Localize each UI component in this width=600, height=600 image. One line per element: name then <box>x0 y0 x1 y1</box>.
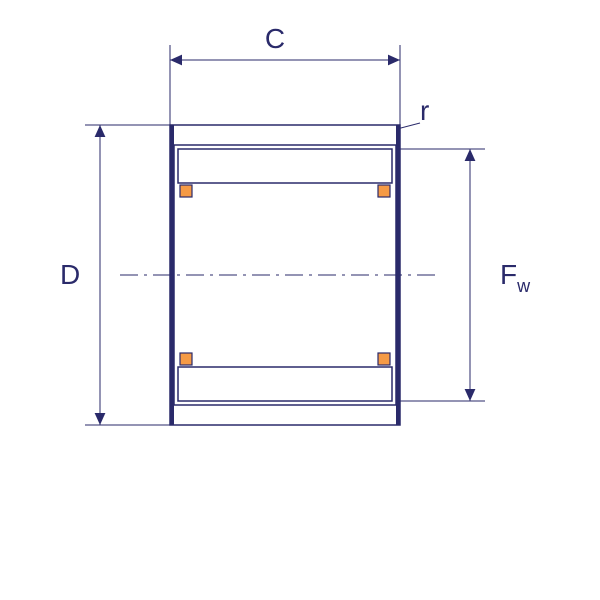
cage-section <box>180 185 192 197</box>
dim-fw-label: Fw <box>500 259 531 296</box>
roller-bottom <box>178 367 392 401</box>
cage-section <box>378 185 390 197</box>
cage-section <box>378 353 390 365</box>
dim-c-label: C <box>265 23 285 54</box>
roller-top <box>178 149 392 183</box>
dim-r-label: r <box>420 95 429 126</box>
cage-section <box>180 353 192 365</box>
dim-d-label: D <box>60 259 80 290</box>
bearing-diagram: C D Fw r <box>0 0 600 600</box>
